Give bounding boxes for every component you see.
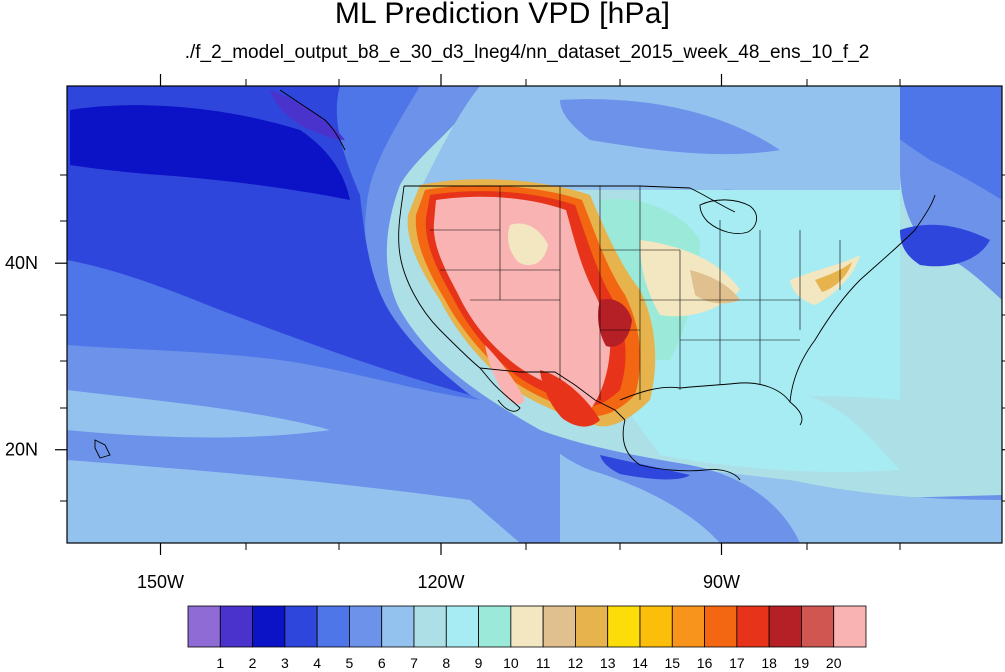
- map-title: ML Prediction VPD [hPa]: [334, 0, 671, 30]
- lon-tick-label: 90W: [703, 572, 740, 592]
- colorbar-level-label: 7: [410, 655, 418, 671]
- lat-tick-label: 20N: [5, 440, 38, 460]
- map-plot-area: [67, 86, 1002, 543]
- south-pacific-band: [67, 460, 520, 543]
- lon-tick-label: 120W: [417, 572, 464, 592]
- mexico-dry: [540, 370, 600, 427]
- gulf-mexico-field: [620, 388, 900, 472]
- colorbar-swatch: [478, 605, 512, 648]
- colorbar-swatch: [284, 605, 318, 648]
- hudson-band: [560, 99, 780, 155]
- colorbar-level-label: 4: [313, 655, 321, 671]
- baja-dry: [485, 345, 525, 405]
- us-canada-border: [404, 185, 736, 213]
- central-america-core: [600, 455, 690, 480]
- colorbar-swatch: [316, 605, 350, 648]
- new-england-moist: [900, 224, 990, 267]
- hawaii-outline: [94, 439, 111, 459]
- colorbar-level-label: 10: [503, 655, 519, 671]
- eastern-us-field: [640, 190, 900, 405]
- gulf-coast-outline: [619, 382, 803, 426]
- colorbar-swatch: [833, 605, 867, 648]
- mid-atlantic-orange: [815, 262, 852, 292]
- colorbar-level-label: 6: [378, 655, 386, 671]
- colorbar-swatch: [219, 605, 253, 648]
- colorbar-level-label: 11: [536, 655, 551, 671]
- great-lakes-outline: [699, 199, 757, 234]
- colorbar-swatch: [413, 605, 447, 648]
- colorbar-level-label: 16: [697, 655, 713, 671]
- lon-tick-label: 150W: [137, 572, 184, 592]
- colorbar-swatch: [575, 605, 609, 648]
- colorbar-swatch: [639, 605, 673, 648]
- rockies-moist: [508, 223, 548, 266]
- west-coast-outline: [398, 185, 521, 412]
- colorbar-swatch: [542, 605, 576, 648]
- oklahoma-dark: [598, 299, 632, 347]
- colorbar-level-label: 13: [600, 655, 616, 671]
- axis-labels: 20N 40N 150W 120W 90W: [5, 74, 1005, 592]
- colorbar-level-label: 5: [346, 655, 354, 671]
- state-lines: [430, 186, 841, 400]
- colorbar-level-label: 18: [761, 655, 777, 671]
- colorbar-swatch: [381, 605, 415, 648]
- texas-dry-core: [560, 299, 611, 410]
- colorbar-swatch: [252, 605, 286, 648]
- colorbar-swatch: [768, 605, 802, 648]
- colorbar-level-label: 17: [729, 655, 745, 671]
- minor-ticks: [60, 79, 1005, 550]
- colorbar-swatch: [671, 605, 705, 648]
- colorbar: 1 2 3 4 5 6 7 8 9 10 11 12 13 14 15 16 17 18 19 20: [187, 605, 867, 671]
- coastlines-and-borders: [94, 89, 936, 481]
- colorbar-level-label: 12: [568, 655, 584, 671]
- pacific-moist-core: [70, 105, 350, 200]
- colorbar-level-label: 9: [475, 655, 483, 671]
- hawaii-band: [67, 390, 330, 438]
- colorbar-level-label: 14: [632, 655, 648, 671]
- east-coast-outline: [789, 194, 936, 403]
- colorbar-level-label: 8: [442, 655, 450, 671]
- map-subtitle: ./f_2_model_output_b8_e_30_d3_lneg4/nn_d…: [184, 42, 870, 63]
- colorbar-level-label: 2: [249, 655, 257, 671]
- colorbar-swatch: [607, 605, 641, 648]
- colorbar-swatch: [187, 605, 221, 648]
- colorbar-level-label: 3: [281, 655, 289, 671]
- colorbar-swatch: [349, 605, 383, 648]
- colorbar-level-label: 1: [216, 655, 224, 671]
- colorbar-level-label: 15: [664, 655, 680, 671]
- colorbar-swatch: [704, 605, 738, 648]
- colorbar-level-label: 19: [794, 655, 810, 671]
- mexico-coast-outline: [622, 419, 741, 481]
- alaska-coast-outline: [279, 89, 346, 151]
- colorbar-swatch: [801, 605, 835, 648]
- colorbar-swatch: [445, 605, 479, 648]
- colorbar-level-label: 20: [826, 655, 842, 671]
- us-mexico-border: [479, 367, 626, 421]
- colorbar-swatch: [736, 605, 770, 648]
- ohio-valley-tan: [690, 270, 740, 304]
- colorbar-swatch: [510, 605, 544, 648]
- bc-coast-moist: [270, 90, 345, 140]
- lat-tick-label: 40N: [5, 253, 38, 273]
